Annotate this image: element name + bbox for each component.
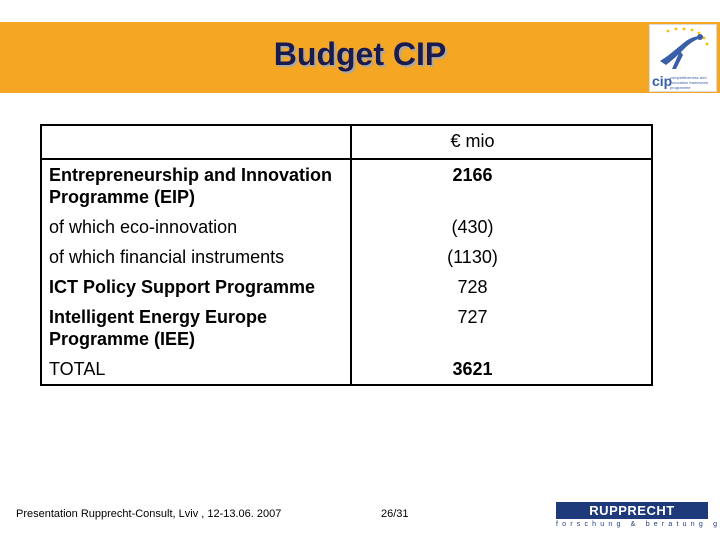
header-band bbox=[0, 22, 720, 93]
row-value: 727 bbox=[457, 307, 488, 327]
row-label: TOTAL bbox=[41, 354, 352, 385]
leaping-figure-with-stars-icon bbox=[660, 27, 709, 69]
table-row: TOTAL 3621 bbox=[41, 354, 652, 385]
row-label: of which financial instruments bbox=[41, 242, 352, 272]
company-name: RUPPRECHT CONSULT bbox=[556, 502, 708, 535]
cip-logo-lettering: cip bbox=[652, 73, 673, 89]
row-value: (430) bbox=[451, 217, 494, 237]
cip-logo: cip competitiveness and innovation frame… bbox=[649, 24, 717, 92]
table-row: ICT Policy Support Programme 728 bbox=[41, 272, 652, 302]
row-value: 3621 bbox=[452, 359, 493, 379]
row-label: ICT Policy Support Programme bbox=[41, 272, 352, 302]
cip-logo-tagline: competitiveness and innovation framework… bbox=[670, 75, 709, 90]
rupprecht-consult-logo: RUPPRECHT CONSULT forschung & beratung g… bbox=[556, 502, 720, 535]
footer-presentation-text: Presentation Rupprecht-Consult, Lviv , 1… bbox=[16, 508, 282, 520]
row-label: Intelligent Energy Europe Programme (IEE… bbox=[41, 302, 352, 354]
row-label: Entrepreneurship and Innovation Programm… bbox=[41, 159, 352, 212]
row-value: 728 bbox=[457, 277, 488, 297]
row-value: 2166 bbox=[452, 165, 493, 185]
table-row: of which eco-innovation (430) bbox=[41, 212, 652, 242]
page-number: 26/31 bbox=[381, 508, 409, 520]
table-row: Intelligent Energy Europe Programme (IEE… bbox=[41, 302, 652, 354]
slide-title: Budget CIP bbox=[273, 36, 447, 72]
header-label-cell bbox=[41, 125, 352, 160]
table-header-row: € mio bbox=[41, 125, 652, 160]
header-currency-cell: € mio bbox=[351, 125, 652, 160]
budget-table: € mio Entrepreneurship and Innovation Pr… bbox=[40, 124, 653, 386]
table-row: of which financial instruments (1130) bbox=[41, 242, 652, 272]
row-label: of which eco-innovation bbox=[41, 212, 352, 242]
company-tagline: forschung & beratung gmbh bbox=[556, 521, 720, 528]
row-value: (1130) bbox=[447, 247, 498, 267]
table-row: Entrepreneurship and Innovation Programm… bbox=[41, 159, 652, 212]
